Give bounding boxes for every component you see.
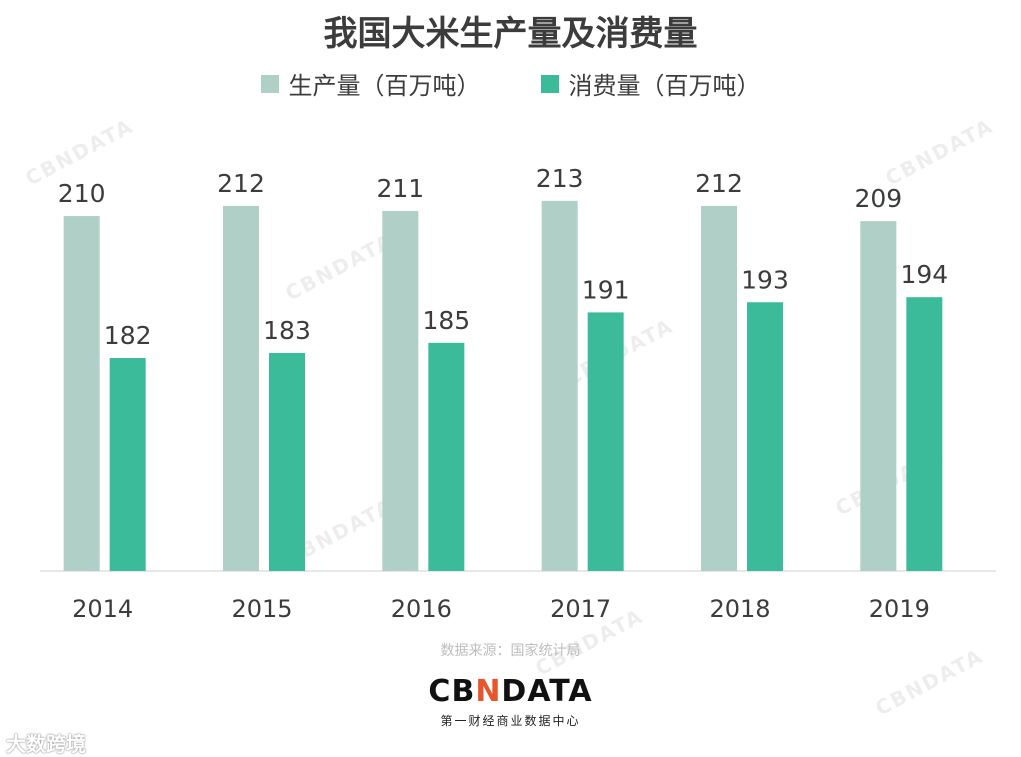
data-label-production-2015: 212 — [217, 169, 265, 198]
data-label-consumption-2014: 182 — [104, 321, 152, 350]
legend: 生产量（百万吨） 消费量（百万吨） — [0, 66, 1021, 101]
x-tick-label-2019: 2019 — [869, 595, 930, 623]
chart-title: 我国大米生产量及消费量 — [323, 14, 698, 54]
legend-item-production: 生产量（百万吨） — [260, 66, 481, 101]
data-label-consumption-2016: 185 — [422, 306, 470, 335]
bottom-left-watermark: 大数跨境 — [6, 732, 86, 756]
bar-consumption-2014 — [109, 358, 146, 571]
bar-production-2014 — [63, 216, 100, 571]
brand-logo-part: CB — [428, 674, 476, 709]
x-tick-label-2015: 2015 — [231, 595, 292, 623]
legend-swatch-consumption — [540, 74, 559, 93]
bar-production-2017 — [541, 200, 578, 572]
data-label-consumption-2018: 193 — [741, 265, 789, 294]
bar-production-2015 — [223, 205, 259, 571]
brand-logo-part: DATA — [501, 674, 593, 709]
legend-swatch-production — [260, 74, 279, 93]
legend-item-consumption: 消费量（百万吨） — [540, 66, 761, 101]
x-tick-label-2016: 2016 — [391, 595, 452, 623]
data-label-production-2018: 212 — [695, 169, 743, 198]
legend-label-production: 生产量（百万吨） — [288, 72, 481, 100]
brand-logo-part: N — [475, 674, 502, 709]
data-label-production-2016: 211 — [376, 174, 424, 203]
bar-production-2018 — [701, 205, 737, 571]
bar-consumption-2017 — [587, 312, 624, 571]
x-tick-label-2018: 2018 — [709, 595, 770, 623]
bar-consumption-2015 — [269, 352, 305, 571]
x-tick-label-2014: 2014 — [72, 595, 133, 623]
x-tick-label-2017: 2017 — [550, 595, 611, 623]
data-label-consumption-2015: 183 — [263, 316, 311, 345]
bar-consumption-2019 — [906, 297, 943, 571]
data-label-production-2019: 209 — [854, 184, 902, 213]
data-label-production-2017: 213 — [536, 164, 584, 193]
legend-label-consumption: 消费量（百万吨） — [568, 72, 761, 100]
brand-logo: CBNDATA — [0, 674, 1021, 709]
brand-subtitle: 第一财经商业数据中心 — [440, 714, 581, 728]
bar-consumption-2016 — [428, 342, 465, 571]
source-note: 数据来源：国家统计局 — [440, 643, 581, 659]
data-label-production-2014: 210 — [58, 179, 106, 208]
bar-production-2019 — [860, 221, 897, 572]
data-label-consumption-2017: 191 — [582, 275, 630, 304]
data-label-consumption-2019: 194 — [900, 260, 948, 289]
bar-production-2016 — [382, 210, 419, 572]
bar-consumption-2018 — [747, 302, 783, 571]
